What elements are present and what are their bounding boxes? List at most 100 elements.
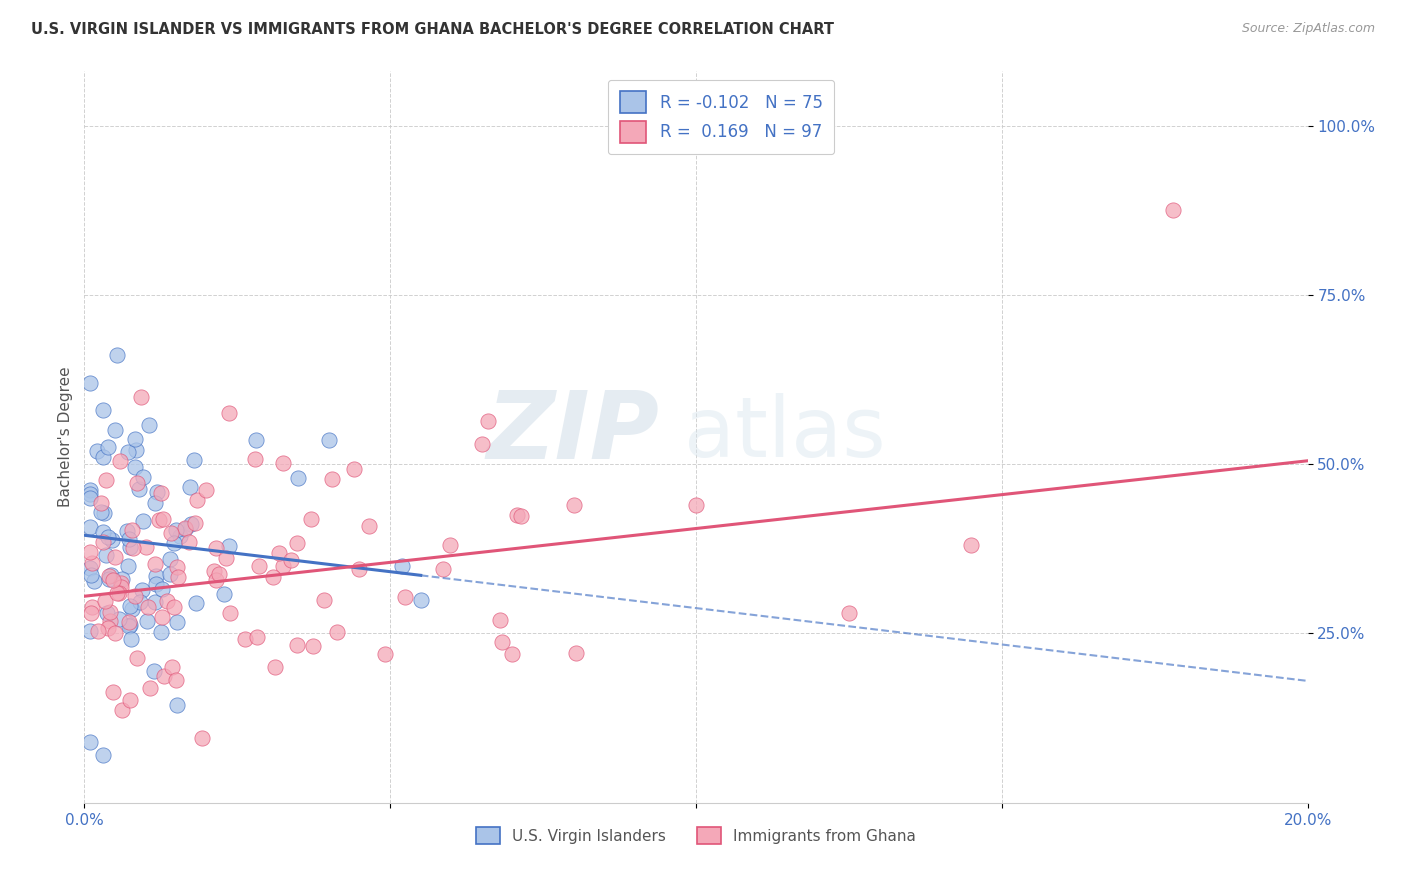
Text: Source: ZipAtlas.com: Source: ZipAtlas.com <box>1241 22 1375 36</box>
Point <box>79 487 101 501</box>
Point <box>174 522 197 536</box>
Text: ZIP: ZIP <box>486 387 659 479</box>
Point <box>148 512 170 526</box>
Point <box>166 615 188 629</box>
Point <box>98 614 121 628</box>
Point <box>489 613 512 627</box>
Point <box>96 606 118 620</box>
Point <box>271 559 294 574</box>
Point <box>93 506 115 520</box>
Point <box>97 621 120 635</box>
Point <box>124 590 146 604</box>
Point <box>125 476 148 491</box>
Point <box>180 516 202 531</box>
Point <box>374 648 396 662</box>
Point <box>108 612 131 626</box>
Point <box>152 512 174 526</box>
Point <box>299 512 322 526</box>
Point <box>104 549 127 564</box>
Point <box>186 492 208 507</box>
Point <box>1161 203 1184 218</box>
Point <box>79 376 101 390</box>
Point <box>124 432 146 446</box>
Point <box>121 524 143 538</box>
Point <box>160 526 183 541</box>
Point <box>129 390 152 404</box>
Point <box>150 486 173 500</box>
Point <box>83 574 105 589</box>
Point <box>271 456 294 470</box>
Point <box>318 434 340 448</box>
Point <box>143 496 166 510</box>
Point <box>142 664 165 678</box>
Point <box>110 580 132 594</box>
Point <box>269 546 291 560</box>
Point <box>90 505 112 519</box>
Point <box>117 445 139 459</box>
Point <box>110 576 132 591</box>
Point <box>159 552 181 566</box>
Point <box>960 538 983 552</box>
Point <box>153 669 176 683</box>
Point <box>186 596 208 610</box>
Point <box>394 591 416 605</box>
Point <box>149 624 172 639</box>
Point <box>132 470 155 484</box>
Point <box>79 483 101 497</box>
Point <box>301 639 323 653</box>
Point <box>159 566 181 581</box>
Point <box>160 660 183 674</box>
Point <box>146 485 169 500</box>
Point <box>97 568 120 582</box>
Point <box>111 573 134 587</box>
Point <box>143 557 166 571</box>
Point <box>262 570 284 584</box>
Point <box>131 583 153 598</box>
Point <box>117 558 139 573</box>
Point <box>143 595 166 609</box>
Point <box>79 545 101 559</box>
Point <box>215 551 238 566</box>
Point <box>169 529 191 543</box>
Point <box>218 406 240 420</box>
Point <box>100 567 122 582</box>
Point <box>183 453 205 467</box>
Point <box>79 735 101 749</box>
Point <box>91 403 114 417</box>
Point <box>82 599 104 614</box>
Point <box>166 570 188 584</box>
Point <box>120 693 142 707</box>
Point <box>135 540 157 554</box>
Text: atlas: atlas <box>683 392 886 474</box>
Point <box>150 582 173 596</box>
Point <box>218 539 240 553</box>
Point <box>156 593 179 607</box>
Point <box>166 698 188 712</box>
Point <box>205 573 228 587</box>
Point <box>124 459 146 474</box>
Point <box>132 514 155 528</box>
Point <box>94 549 117 563</box>
Point <box>115 524 138 538</box>
Point <box>321 472 343 486</box>
Point <box>163 599 186 614</box>
Point <box>118 618 141 632</box>
Point <box>107 586 129 600</box>
Point <box>90 496 112 510</box>
Point <box>506 508 529 522</box>
Point <box>208 567 231 582</box>
Point <box>125 650 148 665</box>
Point <box>838 606 860 620</box>
Point <box>98 605 121 619</box>
Point <box>122 541 145 555</box>
Point <box>118 532 141 546</box>
Point <box>80 606 103 620</box>
Point <box>87 624 110 639</box>
Point <box>136 599 159 614</box>
Point <box>80 556 103 570</box>
Point <box>136 614 159 628</box>
Point <box>280 553 302 567</box>
Point <box>79 567 101 582</box>
Point <box>409 592 432 607</box>
Point <box>343 461 366 475</box>
